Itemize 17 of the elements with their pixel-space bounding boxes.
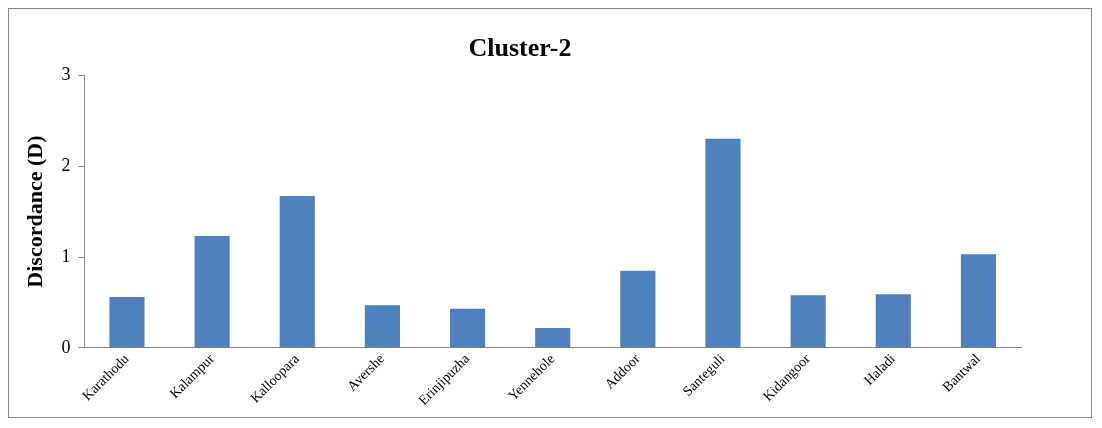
bar [194,236,230,348]
bar [279,196,315,348]
bar [449,308,486,348]
bar [790,295,826,348]
y-axis-title: Discordance (D) [21,135,47,288]
chart-title: Cluster-2 [468,33,572,63]
y-tick-label: 0 [61,336,71,357]
bar [960,254,996,348]
y-tick-label: 1 [61,245,71,266]
bar [364,305,400,348]
bar [875,294,911,348]
bar [705,138,741,348]
y-tick-label: 2 [61,154,71,175]
bar [620,270,656,348]
y-tick-label: 3 [61,63,71,84]
bar [535,327,571,348]
bar [109,297,145,348]
